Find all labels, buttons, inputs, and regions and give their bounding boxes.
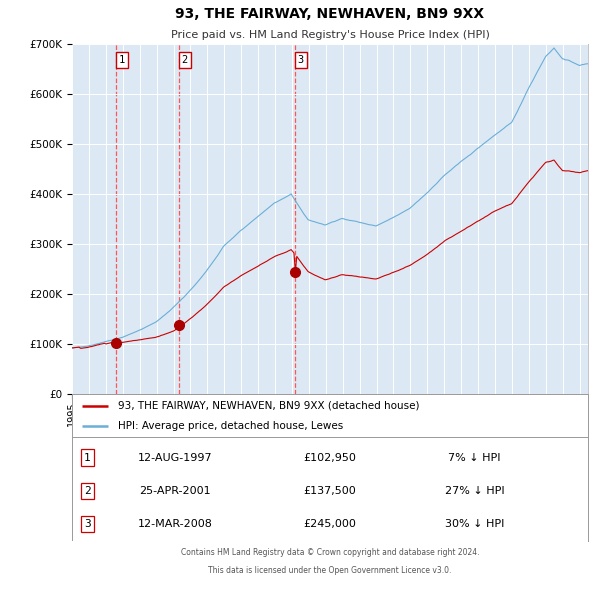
Text: 93, THE FAIRWAY, NEWHAVEN, BN9 9XX: 93, THE FAIRWAY, NEWHAVEN, BN9 9XX [175, 6, 485, 21]
Text: Price paid vs. HM Land Registry's House Price Index (HPI): Price paid vs. HM Land Registry's House … [170, 30, 490, 40]
Text: 27% ↓ HPI: 27% ↓ HPI [445, 486, 504, 496]
Text: 2: 2 [181, 55, 188, 65]
Text: 93, THE FAIRWAY, NEWHAVEN, BN9 9XX (detached house): 93, THE FAIRWAY, NEWHAVEN, BN9 9XX (deta… [118, 401, 420, 411]
Text: This data is licensed under the Open Government Licence v3.0.: This data is licensed under the Open Gov… [208, 566, 452, 575]
Text: 1: 1 [119, 55, 125, 65]
Text: 25-APR-2001: 25-APR-2001 [139, 486, 211, 496]
Text: 3: 3 [84, 519, 91, 529]
Text: Contains HM Land Registry data © Crown copyright and database right 2024.: Contains HM Land Registry data © Crown c… [181, 548, 479, 556]
Text: 2: 2 [84, 486, 91, 496]
Text: 7% ↓ HPI: 7% ↓ HPI [448, 453, 501, 463]
Text: £245,000: £245,000 [304, 519, 356, 529]
Text: £137,500: £137,500 [304, 486, 356, 496]
Text: 30% ↓ HPI: 30% ↓ HPI [445, 519, 504, 529]
Text: 12-MAR-2008: 12-MAR-2008 [138, 519, 212, 529]
Text: 12-AUG-1997: 12-AUG-1997 [138, 453, 212, 463]
Text: £102,950: £102,950 [304, 453, 356, 463]
Text: 1: 1 [84, 453, 91, 463]
Text: 3: 3 [298, 55, 304, 65]
Text: HPI: Average price, detached house, Lewes: HPI: Average price, detached house, Lewe… [118, 421, 344, 431]
